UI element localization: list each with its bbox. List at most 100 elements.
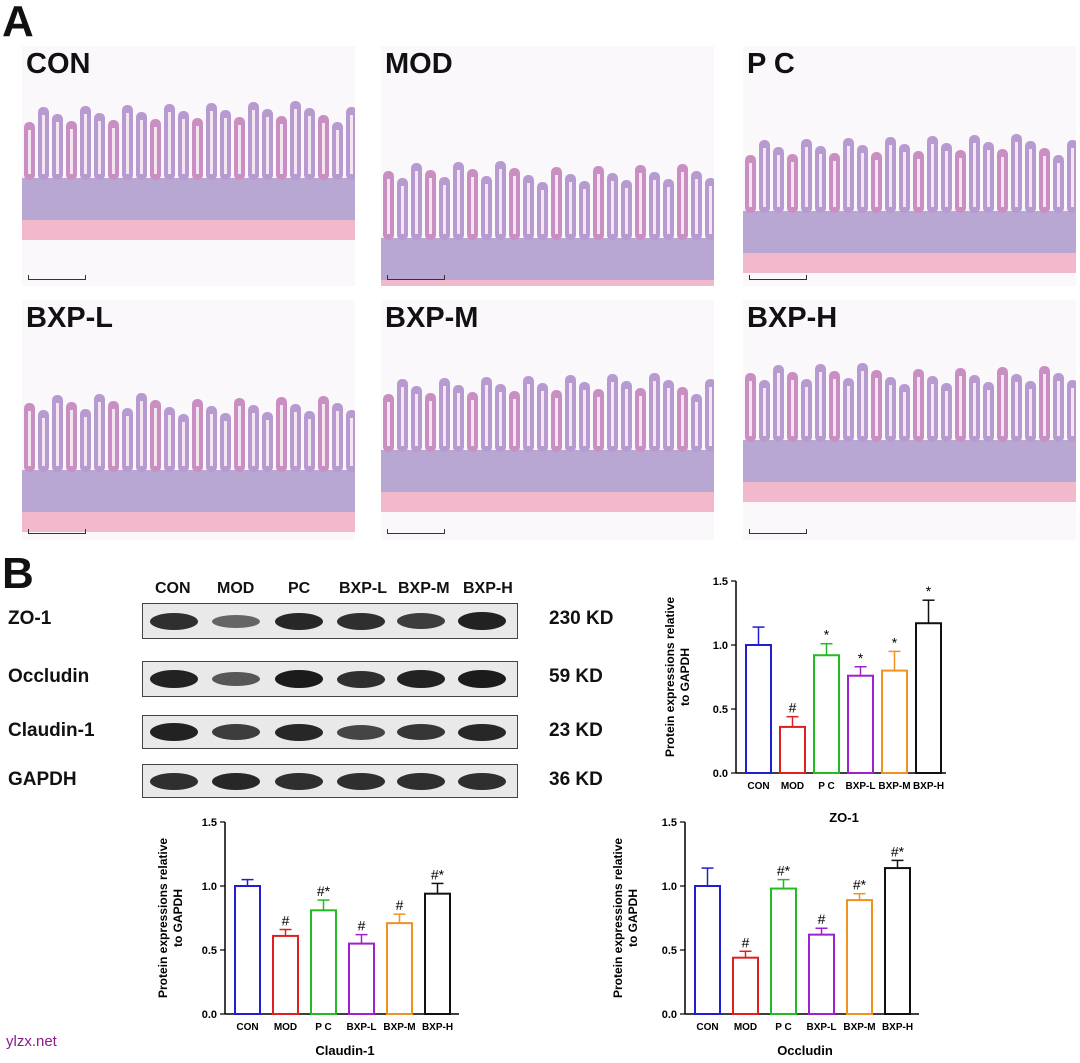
villus-core [196, 407, 199, 466]
villus-core [415, 394, 418, 446]
villus-core [238, 406, 241, 466]
lane-label: BXP-L [339, 580, 387, 597]
significance-mark: # [818, 911, 826, 927]
histology-label: MOD [385, 48, 453, 80]
y-tick-label: 1.0 [662, 881, 677, 893]
villus-core [749, 163, 752, 207]
blot-molecular-weight: 23 KD [549, 720, 603, 741]
villus-core [252, 413, 255, 466]
significance-mark: # [282, 913, 290, 929]
villus-core [210, 414, 213, 466]
significance-mark: #* [431, 866, 445, 882]
villus-core [140, 120, 143, 174]
villus-core [485, 184, 488, 234]
blot-molecular-weight: 230 KD [549, 608, 614, 629]
villus-core [471, 400, 474, 446]
villus-core [833, 161, 836, 207]
blot-strip-occludin [142, 661, 518, 697]
crypt-layer [743, 440, 1076, 482]
x-tick-label: BXP-L [347, 1022, 377, 1033]
y-axis-label: Protein expressions relative [156, 838, 170, 998]
bar [694, 885, 721, 1015]
muscle-layer [743, 251, 1076, 273]
muscle-layer [22, 218, 355, 240]
villus-core [903, 392, 906, 436]
crypt-layer [743, 211, 1076, 253]
crypt-layer [22, 178, 355, 220]
villus-core [777, 373, 780, 436]
villus-core [777, 155, 780, 207]
villus-core [875, 160, 878, 207]
histology-label: BXP-L [26, 302, 113, 334]
x-tick-label: MOD [274, 1022, 297, 1033]
villus-core [112, 128, 115, 174]
villus-core [527, 183, 530, 234]
villus-core [987, 150, 990, 207]
villus-core [280, 405, 283, 466]
panel-a-label: A [2, 0, 34, 46]
villus-core [583, 189, 586, 234]
blot-strip-zo1 [142, 603, 518, 639]
bar [808, 933, 835, 1015]
y-tick-label: 1.0 [202, 881, 217, 893]
significance-mark: #* [317, 883, 331, 899]
villus-core [280, 124, 283, 174]
bar [272, 934, 299, 1015]
x-tick-label: BXP-H [882, 1022, 913, 1033]
blot-band [150, 723, 198, 741]
bar [386, 922, 413, 1015]
histology-image-con: CON [22, 46, 355, 286]
blot-row-label: ZO-1 [8, 608, 52, 629]
blot-band [458, 772, 506, 790]
bar [779, 725, 806, 774]
villus-core [336, 130, 339, 174]
bar [424, 892, 451, 1015]
bar-chart-occludin: 0.0 0.5 1.0 1.5 Protein expressions relative… [610, 815, 970, 1058]
crypt-layer [381, 450, 714, 492]
villus-core [639, 396, 642, 446]
x-tick-label: CON [236, 1022, 258, 1033]
villus-core [350, 418, 353, 466]
scale-bar [749, 275, 807, 280]
villus-core [569, 383, 572, 446]
blot-band [397, 670, 445, 688]
villus-core [527, 384, 530, 446]
villus-core [1043, 156, 1046, 207]
villus-core [1015, 142, 1018, 207]
histology-label: P C [747, 48, 795, 80]
villus-core [350, 115, 353, 174]
villus-core [931, 384, 934, 436]
villus-core [819, 154, 822, 207]
villus-core [583, 390, 586, 446]
bar [884, 867, 911, 1015]
villus-core [28, 411, 31, 466]
blot-row-label: Occludin [8, 666, 90, 687]
bar [847, 674, 874, 774]
blot-band [212, 724, 260, 740]
villus-core [889, 385, 892, 436]
villus-core [959, 376, 962, 436]
villus-core [126, 113, 129, 174]
villus-core [56, 403, 59, 466]
villus-core [931, 144, 934, 207]
blot-band [150, 772, 198, 790]
villus-core [987, 390, 990, 436]
villus-core [98, 402, 101, 466]
villus-core [84, 417, 87, 466]
villus-core [763, 388, 766, 436]
histology-image-bxp-h: BXP-H [743, 300, 1076, 540]
x-tick-label: CON [747, 781, 769, 792]
villus-core [42, 418, 45, 466]
blot-band [337, 772, 385, 790]
villus-core [791, 380, 794, 436]
blot-band [275, 612, 323, 630]
bar [234, 885, 261, 1015]
villus-core [695, 402, 698, 446]
blot-band [275, 670, 323, 688]
villus-core [224, 118, 227, 174]
blot-strip-claudin1 [142, 715, 518, 749]
panel-b-label: B [2, 549, 34, 598]
chart-title: Claudin-1 [315, 1043, 374, 1058]
x-tick-label: P C [315, 1022, 332, 1033]
scale-bar [387, 275, 445, 280]
